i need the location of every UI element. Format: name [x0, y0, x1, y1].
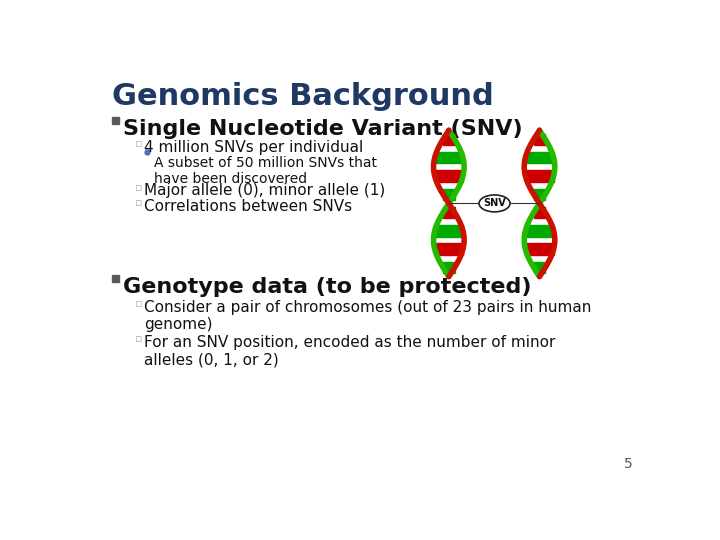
- Bar: [443, 207, 455, 218]
- Text: ▫: ▫: [135, 139, 143, 150]
- Text: Genotype data (to be protected): Genotype data (to be protected): [123, 276, 532, 296]
- Bar: [443, 262, 455, 273]
- Bar: [435, 152, 463, 164]
- Bar: [112, 275, 119, 282]
- Text: Consider a pair of chromosomes (out of 23 pairs in human
genome): Consider a pair of chromosomes (out of 2…: [144, 300, 592, 332]
- Bar: [443, 134, 455, 145]
- Text: ▫: ▫: [135, 334, 143, 345]
- Bar: [443, 188, 455, 200]
- Text: Major allele (0), minor allele (1): Major allele (0), minor allele (1): [144, 184, 385, 198]
- Text: A subset of 50 million SNVs that
have been discovered: A subset of 50 million SNVs that have be…: [153, 156, 377, 186]
- Bar: [526, 225, 554, 237]
- Bar: [534, 134, 545, 145]
- Bar: [534, 188, 545, 200]
- Bar: [534, 262, 545, 273]
- Text: Correlations between SNVs: Correlations between SNVs: [144, 199, 352, 214]
- Bar: [435, 225, 463, 237]
- Text: Single Nucleotide Variant (SNV): Single Nucleotide Variant (SNV): [123, 119, 523, 139]
- Bar: [435, 170, 463, 181]
- Bar: [112, 117, 119, 124]
- Text: 5: 5: [624, 457, 632, 471]
- Bar: [435, 244, 463, 255]
- Text: ▫: ▫: [135, 299, 143, 309]
- Text: ▫: ▫: [135, 183, 143, 193]
- Text: For an SNV position, encoded as the number of minor
alleles (0, 1, or 2): For an SNV position, encoded as the numb…: [144, 335, 556, 367]
- Bar: [526, 170, 554, 181]
- Text: 4 million SNVs per individual: 4 million SNVs per individual: [144, 140, 364, 156]
- Ellipse shape: [479, 195, 510, 212]
- Text: ▫: ▫: [135, 198, 143, 208]
- Bar: [526, 244, 554, 255]
- Text: SNV: SNV: [483, 198, 506, 208]
- Text: Genomics Background: Genomics Background: [112, 82, 493, 111]
- Bar: [534, 207, 545, 218]
- Bar: [526, 152, 554, 164]
